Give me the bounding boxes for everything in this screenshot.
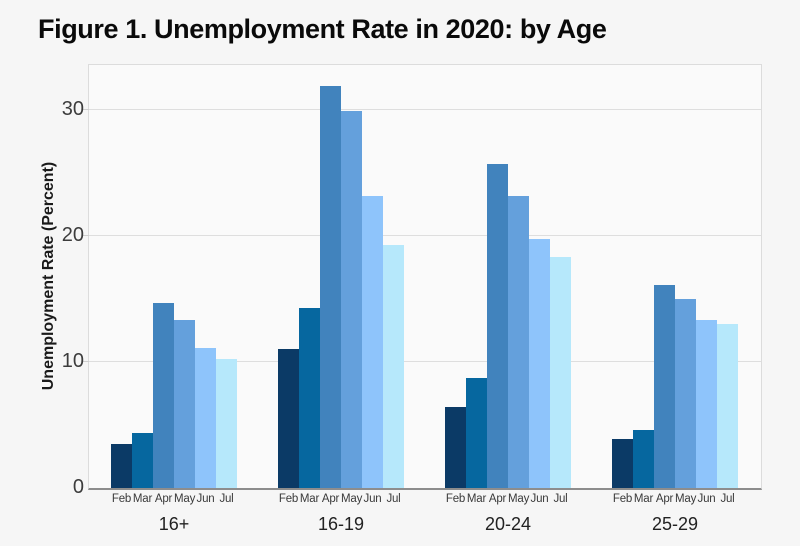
y-tick-label-20: 20: [61, 224, 84, 246]
group-label-20-24: 20-24: [484, 514, 532, 534]
month-label-25-29-Jun: Jun: [697, 493, 716, 505]
month-label-16+-May: May: [174, 493, 196, 505]
month-label-16+-Jun: Jun: [196, 493, 215, 505]
y-tick-mark-20: [83, 235, 89, 236]
group-label-16-19: 16-19: [317, 514, 365, 534]
month-label-20-24-Mar: Mar: [466, 493, 487, 505]
bar-25-29-May: [675, 299, 696, 488]
month-label-25-29-May: May: [675, 493, 697, 505]
month-label-16-19-May: May: [341, 493, 363, 505]
month-label-16-19-Jun: Jun: [363, 493, 382, 505]
month-label-25-29-Mar: Mar: [633, 493, 654, 505]
month-label-20-24-Feb: Feb: [445, 493, 466, 505]
month-label-16-19-Apr: Apr: [321, 493, 340, 505]
bar-16-19-Jul: [383, 245, 404, 488]
bar-25-29-Feb: [612, 439, 633, 488]
bar-group-16-19: [278, 86, 404, 488]
bar-group-16+: [111, 303, 237, 488]
bar-20-24-Jun: [529, 239, 550, 488]
bar-25-29-Mar: [633, 430, 654, 488]
bar-20-24-Mar: [466, 378, 487, 488]
chart-title: Figure 1. Unemployment Rate in 2020: by …: [38, 14, 607, 44]
y-tick-mark-10: [83, 361, 89, 362]
bar-16-19-Jun: [362, 196, 383, 488]
month-label-16-19-Jul: Jul: [386, 493, 401, 505]
plot-area: [88, 64, 762, 490]
month-label-16+-Apr: Apr: [154, 493, 173, 505]
bar-16+-Jul: [216, 359, 237, 488]
bar-16-19-Feb: [278, 349, 299, 488]
bar-20-24-Feb: [445, 407, 466, 488]
group-label-25-29: 25-29: [651, 514, 699, 534]
gridline-10: [89, 361, 761, 362]
month-label-25-29-Feb: Feb: [612, 493, 633, 505]
bar-20-24-Jul: [550, 257, 571, 488]
group-label-16+: 16+: [158, 514, 190, 534]
gridline-30: [89, 109, 761, 110]
month-label-16+-Feb: Feb: [111, 493, 132, 505]
y-tick-mark-30: [83, 109, 89, 110]
month-labels-20-24: Feb Mar Apr MayJun Jul: [445, 493, 571, 507]
bar-20-24-May: [508, 196, 529, 488]
bar-20-24-Apr: [487, 164, 508, 488]
month-label-16+-Mar: Mar: [132, 493, 153, 505]
bar-16-19-Mar: [299, 308, 320, 488]
bar-group-20-24: [445, 164, 571, 488]
bar-16-19-Apr: [320, 86, 341, 488]
month-label-20-24-Apr: Apr: [488, 493, 507, 505]
gridline-20: [89, 235, 761, 236]
bar-16+-Mar: [132, 433, 153, 488]
bar-16+-Apr: [153, 303, 174, 488]
bar-25-29-Jul: [717, 324, 738, 488]
bar-16-19-May: [341, 111, 362, 488]
y-tick-label-0: 0: [72, 476, 84, 498]
month-label-25-29-Jul: Jul: [720, 493, 735, 505]
month-label-20-24-May: May: [508, 493, 530, 505]
month-label-20-24-Jul: Jul: [553, 493, 568, 505]
bar-group-25-29: [612, 285, 738, 488]
month-label-16-19-Feb: Feb: [278, 493, 299, 505]
bar-16+-Feb: [111, 444, 132, 488]
month-labels-16+: Feb Mar Apr MayJun Jul: [111, 493, 237, 507]
y-tick-label-10: 10: [61, 350, 84, 372]
bar-16+-Jun: [195, 348, 216, 488]
bar-25-29-Apr: [654, 285, 675, 488]
month-label-25-29-Apr: Apr: [655, 493, 674, 505]
bar-16+-May: [174, 320, 195, 488]
month-label-16+-Jul: Jul: [219, 493, 234, 505]
month-labels-25-29: Feb Mar Apr MayJun Jul: [612, 493, 738, 507]
month-label-16-19-Mar: Mar: [299, 493, 320, 505]
month-label-20-24-Jun: Jun: [530, 493, 549, 505]
bar-25-29-Jun: [696, 320, 717, 488]
y-tick-label-30: 30: [61, 98, 84, 120]
month-labels-16-19: Feb Mar Apr MayJun Jul: [278, 493, 404, 507]
